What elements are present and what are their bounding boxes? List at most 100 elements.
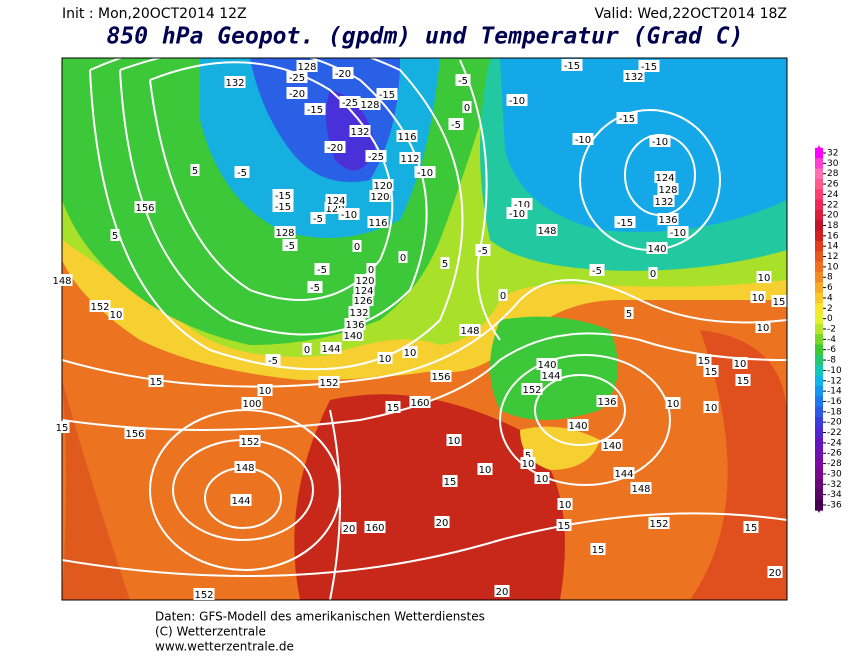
colorbar-label: -32 <box>827 480 842 490</box>
contour-label: -5 <box>451 120 461 131</box>
contour-label: 10 <box>479 465 492 476</box>
contour-label-box <box>230 494 252 506</box>
colorbar-swatch <box>815 396 823 408</box>
footer-line: Daten: GFS-Modell des amerikanischen Wet… <box>155 610 485 624</box>
contour-label: 15 <box>773 297 786 308</box>
contour-label-box <box>630 482 652 494</box>
contour-label: 10 <box>757 323 770 334</box>
contour-label: 5 <box>626 309 632 320</box>
contour-label: 140 <box>647 244 666 255</box>
contour-label: -10 <box>652 137 668 148</box>
contour-label-box <box>367 216 389 228</box>
contour-label: 124 <box>655 173 674 184</box>
colorbar-swatch <box>815 272 823 283</box>
contour-label: 144 <box>614 469 633 480</box>
contour-label-box <box>54 421 70 433</box>
contour-label: 144 <box>231 496 250 507</box>
contour-label-box <box>51 274 73 286</box>
contour-label-box <box>665 397 681 409</box>
contour-label: 126 <box>353 296 372 307</box>
contour-label: 156 <box>135 203 154 214</box>
contour-label: 15 <box>705 367 718 378</box>
contour-label: 0 <box>650 269 656 280</box>
colorbar-label: -16 <box>827 397 842 407</box>
contour-label-box <box>614 216 636 228</box>
contour-label: 144 <box>321 344 340 355</box>
contour-label: 140 <box>537 360 556 371</box>
map-frame <box>61 57 788 601</box>
contour-label-box <box>572 133 594 145</box>
contour-label: 148 <box>235 463 254 474</box>
contour-label: -10 <box>509 209 525 220</box>
colorbar-swatch <box>815 220 823 232</box>
contour-label-box <box>352 294 374 306</box>
colorbar-swatch <box>815 282 823 294</box>
contour-label-box <box>657 183 679 195</box>
contour-label: 152 <box>240 437 259 448</box>
contour-label-box <box>324 141 346 153</box>
contour-label: 140 <box>343 331 362 342</box>
init-time: Init : Mon,20OCT2014 12Z <box>62 6 247 22</box>
contour-label-box <box>385 401 401 413</box>
contour-label: 148 <box>52 276 71 287</box>
contour-label-box <box>314 263 330 275</box>
contour-label-box <box>649 135 671 147</box>
contour-label-box <box>743 521 759 533</box>
colorbar-swatch <box>815 189 823 201</box>
contour-label: 10 <box>559 500 572 511</box>
contour-label-box <box>282 239 298 251</box>
contour-label: 144 <box>541 371 560 382</box>
contour-label: 116 <box>397 132 416 143</box>
colorbar-swatch <box>815 479 823 490</box>
contour-label: 148 <box>460 326 479 337</box>
contour-label: -15 <box>641 62 657 73</box>
contour-label: 140 <box>602 441 621 452</box>
contour-label: 5 <box>442 259 448 270</box>
colorbar-swatch <box>815 251 823 263</box>
contour-label: -5 <box>310 283 320 294</box>
contour-label-box <box>286 87 308 99</box>
colorbar-label: 20 <box>827 211 839 221</box>
contour-label-box <box>377 352 393 364</box>
contour-label-box <box>339 96 361 108</box>
contour-label-box <box>344 318 366 330</box>
colorbar-label: 28 <box>827 169 839 179</box>
contour-label: -5 <box>317 265 327 276</box>
contour-label-box <box>654 171 676 183</box>
contour-label-box <box>477 463 493 475</box>
contour-label: -5 <box>268 356 278 367</box>
colorbar-swatch <box>815 375 823 387</box>
contour-label: 120 <box>373 181 392 192</box>
contour-label-box <box>506 207 528 219</box>
contour-label: 15 <box>698 356 711 367</box>
contour-label-box <box>274 226 296 238</box>
contour-label-box <box>755 321 771 333</box>
colorbar-label: 30 <box>827 159 839 169</box>
contour-label: -25 <box>342 98 358 109</box>
contour-label-box <box>352 240 362 252</box>
contour-label: -10 <box>341 210 357 221</box>
contour-label: -15 <box>307 105 323 116</box>
colorbar-label: 26 <box>827 180 839 190</box>
colorbar-label: -28 <box>827 459 842 469</box>
contour-label-box <box>302 343 312 355</box>
colorbar: 32302826242220181614121086420-2-4-6-8-10… <box>815 145 842 513</box>
contour-label-box <box>459 324 481 336</box>
colorbar-label: -2 <box>827 325 836 335</box>
contour-label-box <box>338 208 360 220</box>
contour-label-box <box>506 94 528 106</box>
contour-label-box <box>110 229 120 241</box>
contour-label-box <box>369 190 391 202</box>
contour-label: -5 <box>285 241 295 252</box>
colorbar-swatch <box>815 458 823 470</box>
contour-label: -10 <box>575 135 591 146</box>
contour-label-box <box>534 472 550 484</box>
contour-label-box <box>536 224 558 236</box>
contour-label-box <box>286 71 308 83</box>
contour-label: 124 <box>326 196 345 207</box>
contour-label-box <box>239 435 261 447</box>
contour-label: 10 <box>522 459 535 470</box>
contour-label-box <box>455 74 471 86</box>
contour-label: 10 <box>379 354 392 365</box>
